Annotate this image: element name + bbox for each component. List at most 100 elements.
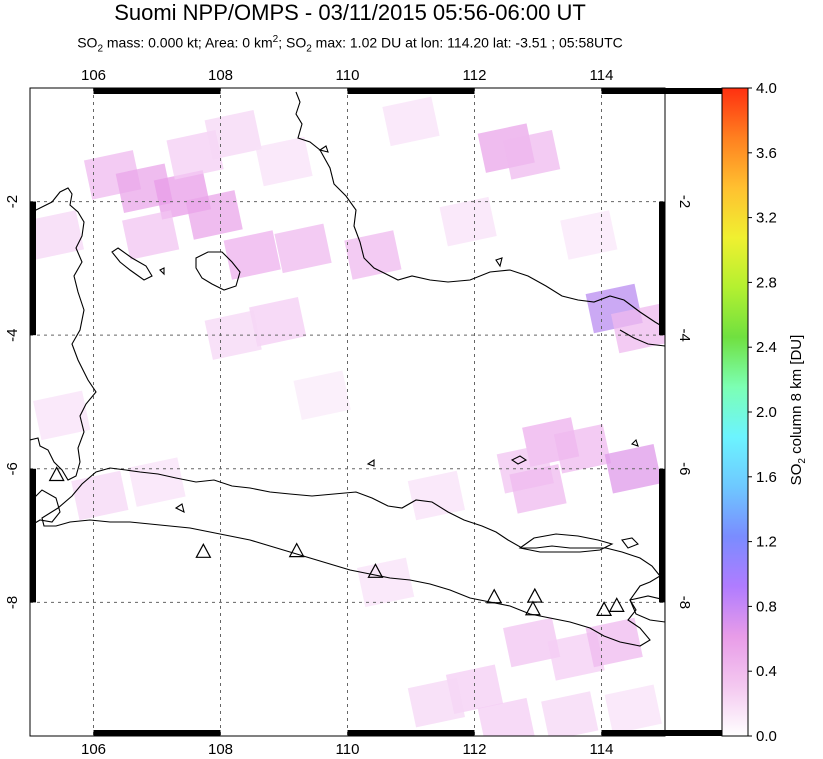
lat-label-right: -8 (676, 596, 693, 609)
so2-cell (382, 96, 440, 147)
coast-sumatra (30, 187, 97, 481)
so2-cell (509, 464, 567, 514)
coast-islet-1 (174, 503, 185, 514)
frame-bar-top (347, 88, 475, 94)
volcano-triangle-icon (48, 466, 65, 482)
coast-islet-2 (159, 267, 165, 276)
lat-label-right: -6 (676, 462, 693, 475)
colorbar-ticks: 4.0 3.6 3.2 2.8 2.4 2.0 1.6 1.2 0.8 0.4 0.0 (748, 80, 777, 745)
so2-cell (293, 370, 351, 421)
volcano-triangle-icon (524, 600, 541, 616)
coast-karimunjawa (510, 455, 528, 465)
so2-cell (560, 210, 618, 260)
coast-bali (629, 595, 665, 623)
colorbar-tick-label: 2.8 (756, 274, 777, 291)
so2-cell (407, 470, 466, 521)
colorbar-tick-label: 1.2 (756, 534, 777, 551)
so2-cell (503, 130, 561, 180)
lon-labels-bottom: 106 108 110 112 114 (81, 741, 613, 758)
volcano-triangle-icon (195, 543, 212, 558)
coast-borneo-inlet (619, 329, 665, 347)
lon-label-bottom: 112 (463, 741, 487, 758)
frame-bar-left (30, 468, 36, 603)
coast-madura (518, 533, 614, 553)
so2-cell (356, 557, 415, 608)
so2-cell (223, 230, 281, 280)
coast-borneo (295, 91, 665, 329)
so2-cell (585, 617, 643, 668)
lat-label-left: -2 (4, 195, 21, 208)
colorbar-tick-label: 3.2 (756, 210, 777, 227)
colorbar-tick-label: 0.0 (756, 728, 777, 745)
coast-sumatra-lampung (30, 489, 61, 527)
so2-cell (274, 223, 332, 274)
frame-bar-left (30, 201, 36, 336)
volcano-triangle-icon (596, 601, 613, 617)
volcano-triangle-icon (486, 588, 503, 604)
so2-cell (407, 677, 466, 728)
so2-cell (503, 617, 561, 668)
so2-cell (604, 684, 662, 735)
frame-bar-bottom (93, 730, 221, 736)
frame-bar-bottom (601, 730, 665, 736)
lon-label-top: 106 (81, 67, 106, 84)
colorbar-tick-label: 0.8 (756, 598, 777, 615)
map-title: Suomi NPP/OMPS - 03/11/2015 05:56-06:00 … (114, 0, 586, 25)
volcano-triangle-icon (367, 563, 384, 578)
so2-cell (30, 210, 85, 260)
volcano-triangle-icon (608, 597, 625, 612)
so2-cell (439, 196, 497, 247)
so2-cell (71, 470, 129, 521)
graticule (30, 88, 665, 736)
lat-labels-left: -2 -4 -6 -8 (4, 195, 21, 609)
frame-bar-right (659, 201, 665, 336)
so2-cell (204, 110, 262, 160)
lon-labels-top: 106 108 110 112 114 (81, 67, 613, 84)
lon-label-top: 110 (336, 67, 360, 84)
so2-cell (128, 457, 186, 507)
coast-islet-4 (318, 145, 329, 153)
colorbar-tick-label: 3.6 (756, 145, 777, 162)
so2-cell (249, 297, 307, 347)
volcano-markers (48, 466, 625, 617)
volcano-triangle-icon (526, 587, 543, 603)
so2-cell (477, 697, 535, 736)
lat-labels-right: -2 -4 -6 -8 (676, 195, 693, 609)
colorbar-tick-label: 4.0 (756, 80, 777, 97)
lon-label-bottom: 114 (590, 741, 614, 758)
colorbar-tick-label: 2.0 (756, 404, 777, 421)
lat-label-left: -6 (4, 462, 21, 475)
volcano-triangle-icon (288, 542, 305, 558)
map-subtitle: SO2 mass: 0.000 kt; Area: 0 km2; SO2 max… (77, 34, 623, 55)
so2-cell (255, 136, 313, 187)
coast-islet-6 (630, 438, 639, 447)
so2-cell (610, 303, 665, 354)
coastlines (30, 91, 665, 647)
colorbar (721, 87, 749, 737)
so2-cell (185, 190, 243, 240)
lat-label-right: -4 (676, 329, 693, 342)
coast-islet-5 (366, 458, 375, 467)
coast-islet-3 (495, 257, 503, 268)
coast-bangka (111, 247, 153, 281)
so2-cell (33, 390, 91, 441)
lon-label-bottom: 108 (208, 741, 233, 758)
coast-java (41, 467, 661, 647)
so2-cell (122, 210, 180, 260)
coast-bawean (621, 537, 639, 549)
colorbar-tick-label: 2.4 (756, 339, 777, 356)
lon-label-top: 112 (463, 67, 487, 84)
lon-label-bottom: 106 (81, 741, 106, 758)
lon-label-top: 114 (590, 67, 614, 84)
lon-label-bottom: 110 (336, 741, 360, 758)
so2-cell (541, 691, 599, 736)
so2-field-layer (30, 96, 665, 736)
coast-belitung (195, 251, 241, 291)
colorbar-tick-label: 1.6 (756, 469, 777, 486)
map-frame-bars (30, 88, 729, 736)
lat-label-right: -2 (676, 195, 693, 208)
frame-bar-top (93, 88, 221, 94)
lon-label-top: 108 (208, 67, 233, 84)
lat-label-left: -4 (4, 329, 21, 342)
